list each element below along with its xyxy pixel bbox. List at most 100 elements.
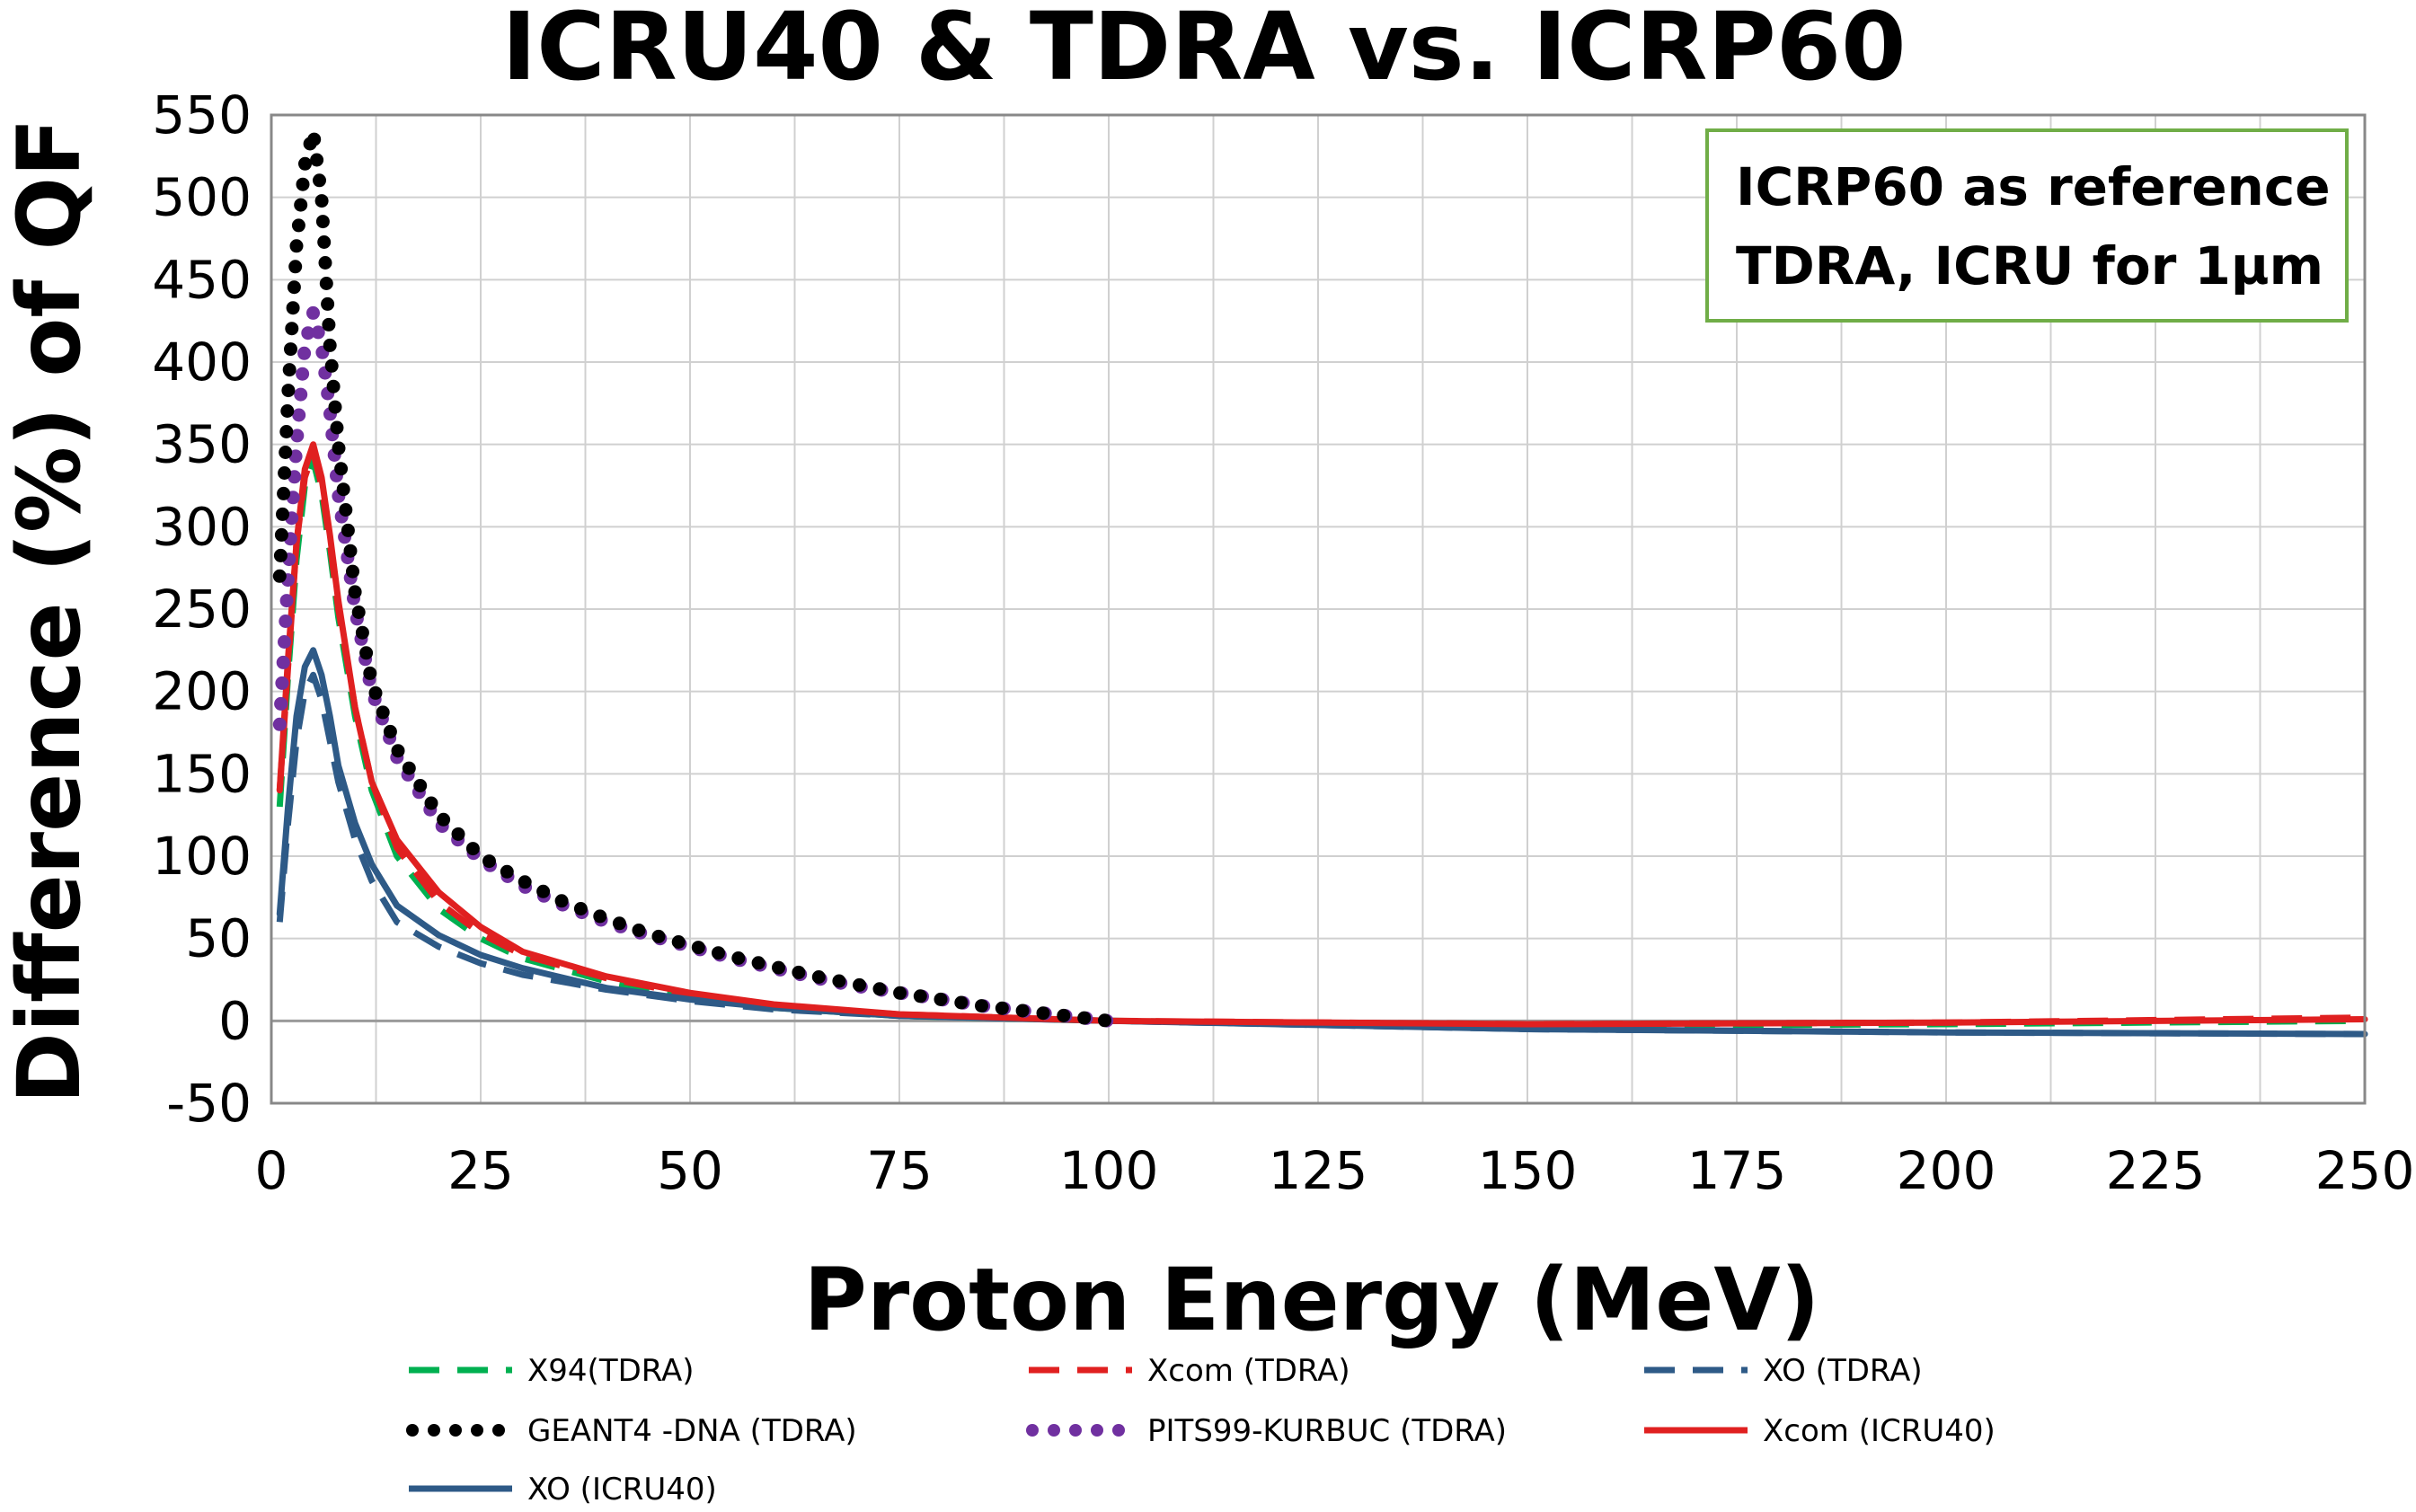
data-point (482, 854, 496, 869)
data-point (346, 564, 359, 579)
series-line (276, 457, 2366, 1030)
y-tick-label: 400 (152, 332, 252, 393)
legend-swatch-dot (1026, 1424, 1039, 1437)
legend-swatch-dot (1091, 1424, 1103, 1437)
legend-swatch-dot (1048, 1424, 1060, 1437)
data-point (288, 449, 303, 464)
data-point (330, 420, 344, 435)
y-tick-label: 100 (152, 826, 252, 887)
x-axis-ticks: 0 25 50 75 100 125 150 175 200 225 250 (255, 1140, 2415, 1201)
legend-item-xo-icru40: XO (ICRU40) (409, 1472, 717, 1508)
annotation-frame (1705, 128, 2349, 323)
data-point (451, 827, 465, 841)
data-point (751, 956, 766, 970)
plot-border (270, 113, 2367, 1105)
x-tick-label: 25 (447, 1140, 514, 1201)
data-point (336, 482, 350, 497)
data-point (288, 260, 303, 274)
data-point (612, 916, 626, 931)
data-point (296, 177, 310, 191)
y-tick-label: 300 (152, 496, 252, 557)
data-point (351, 606, 366, 619)
data-point (437, 812, 451, 827)
data-point (296, 367, 310, 381)
annotation-box: ICRP60 as reference TDRA, ICRU for 1µm (1705, 128, 2349, 323)
y-tick-label: 0 (218, 990, 252, 1051)
data-point (284, 342, 297, 357)
y-tick-label: 250 (152, 579, 252, 640)
series-xcom-icru40 (276, 441, 2368, 1028)
data-point (319, 277, 333, 290)
series-line (276, 441, 2368, 1028)
data-point (954, 995, 969, 1010)
series-geant4-dna-tdra (272, 132, 1111, 1028)
data-point (731, 951, 746, 965)
data-point (276, 507, 289, 521)
data-point (554, 894, 569, 908)
data-point (275, 676, 289, 690)
data-point (272, 717, 287, 731)
series-line (276, 449, 2366, 1028)
data-point (573, 902, 588, 915)
legend-swatch-dot (449, 1424, 462, 1437)
data-point (324, 358, 339, 373)
data-point (272, 569, 287, 583)
data-point (1057, 1008, 1071, 1022)
data-point (314, 194, 329, 208)
data-point (332, 441, 346, 455)
x-tick-label: 50 (657, 1140, 723, 1201)
data-point (289, 239, 304, 253)
annotation-line-1: ICRP60 as reference (1736, 156, 2331, 217)
x-tick-label: 0 (255, 1140, 288, 1201)
data-point (853, 977, 866, 992)
x-tick-label: 75 (866, 1140, 933, 1201)
data-point (811, 970, 826, 984)
data-point (281, 384, 296, 398)
y-axis-ticks: -50 0 50 100 150 200 250 300 350 400 450 500 550 (152, 84, 252, 1134)
data-point (355, 625, 369, 640)
series-x94-tdra (276, 457, 2366, 1030)
data-point (321, 296, 335, 311)
data-point (311, 325, 325, 340)
data-point (872, 982, 887, 996)
x-tick-label: 175 (1687, 1140, 1787, 1201)
data-point (343, 544, 358, 558)
data-point (975, 999, 988, 1013)
data-point (286, 301, 300, 315)
x-tick-label: 100 (1059, 1140, 1159, 1201)
data-point (593, 909, 607, 924)
data-point (671, 935, 686, 949)
data-point (995, 1001, 1009, 1015)
data-point (792, 965, 806, 979)
data-point (536, 884, 551, 898)
data-point (297, 346, 312, 360)
data-point (339, 503, 353, 517)
data-point (518, 875, 532, 889)
data-point (282, 363, 296, 377)
series-xcom-tdra (276, 449, 2366, 1028)
data-point (1015, 1004, 1030, 1018)
data-point (290, 429, 305, 443)
data-point (368, 685, 383, 700)
data-point (328, 400, 342, 414)
data-point (376, 705, 390, 720)
legend-label: Xcom (TDRA) (1147, 1353, 1350, 1389)
data-point (1098, 1013, 1111, 1028)
data-point (934, 992, 948, 1006)
data-point (465, 842, 480, 856)
data-point (632, 924, 646, 937)
data-point (359, 646, 374, 660)
data-point (893, 986, 907, 1000)
legend-swatch-dot (1069, 1424, 1082, 1437)
data-point (1036, 1006, 1050, 1021)
data-point (307, 132, 322, 146)
data-point (301, 326, 315, 340)
legend-label: GEANT4 -DNA (TDRA) (527, 1413, 857, 1449)
data-point (913, 989, 927, 1004)
data-point (278, 635, 291, 649)
y-tick-label: 50 (185, 908, 252, 969)
data-point (323, 338, 337, 352)
y-tick-label: -50 (166, 1073, 252, 1134)
data-point (291, 218, 305, 233)
